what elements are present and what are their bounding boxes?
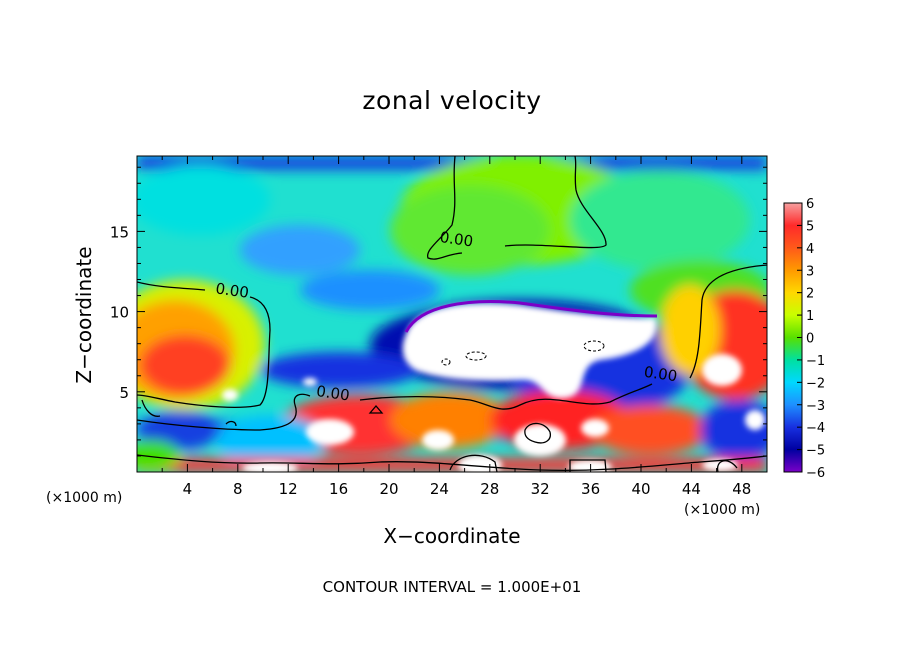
chart-title: zonal velocity bbox=[362, 86, 542, 115]
contour-label: 0.00 bbox=[214, 279, 250, 301]
y-tick-label: 15 bbox=[110, 223, 129, 241]
colorbar-tick-label: 2 bbox=[806, 287, 814, 302]
colorbar-tick-label: −6 bbox=[806, 466, 825, 481]
x-tick-label: 16 bbox=[329, 480, 348, 498]
x-tick-label: 12 bbox=[279, 480, 298, 498]
colorbar-tick-label: 1 bbox=[806, 309, 814, 324]
y-axis-label: Z−coordinate bbox=[72, 246, 96, 384]
x-tick-label: 32 bbox=[531, 480, 550, 498]
colorbar-tick-label: 5 bbox=[806, 219, 814, 234]
x-tick-label: 20 bbox=[379, 480, 398, 498]
x-tick-label: 28 bbox=[480, 480, 499, 498]
x-unit-label-right: (×1000 m) bbox=[684, 502, 761, 518]
velocity-field bbox=[137, 156, 767, 472]
y-tick-label: 5 bbox=[119, 384, 129, 402]
x-tick-label: 48 bbox=[732, 480, 751, 498]
contour-label: 0.00 bbox=[643, 363, 679, 385]
colorbar-tick-label: 4 bbox=[806, 242, 814, 257]
x-axis-label: X−coordinate bbox=[383, 524, 521, 548]
y-tick-label: 10 bbox=[110, 304, 129, 322]
contour-label: 0.00 bbox=[439, 228, 475, 250]
colorbar-tick-label: −4 bbox=[806, 421, 825, 436]
colorbar-tick-label: −5 bbox=[806, 444, 825, 459]
x-axis: 4 8 12 16 20 24 28 32 36 40 44 48 bbox=[161, 156, 751, 498]
colorbar-tick-label: 3 bbox=[806, 264, 814, 279]
x-tick-label: 36 bbox=[581, 480, 600, 498]
contour-labels: 0.00 0.00 0.00 0.00 bbox=[214, 228, 678, 404]
contour-lines bbox=[137, 156, 767, 472]
x-tick-label: 24 bbox=[430, 480, 449, 498]
colorbar-tick-label: 0 bbox=[806, 332, 814, 347]
colorbar-tick-label: −2 bbox=[806, 376, 825, 391]
colorbar-tick-label: −1 bbox=[806, 354, 825, 369]
colorbar-tick-label: 6 bbox=[806, 197, 814, 212]
colorbar: 6 5 4 3 2 1 0 −1 −2 −3 −4 −5 −6 bbox=[783, 197, 825, 481]
x-tick-label: 8 bbox=[233, 480, 243, 498]
x-tick-label: 40 bbox=[631, 480, 650, 498]
x-tick-label: 4 bbox=[183, 480, 193, 498]
contour-label: 0.00 bbox=[315, 382, 351, 404]
contour-interval-note: CONTOUR INTERVAL = 1.000E+01 bbox=[322, 578, 582, 596]
plot-frame bbox=[136, 155, 768, 473]
colorbar-tick-label: −3 bbox=[806, 399, 825, 414]
x-tick-label: 44 bbox=[682, 480, 701, 498]
y-axis: 5 10 15 bbox=[110, 166, 767, 457]
x-unit-label-left: (×1000 m) bbox=[46, 490, 123, 506]
